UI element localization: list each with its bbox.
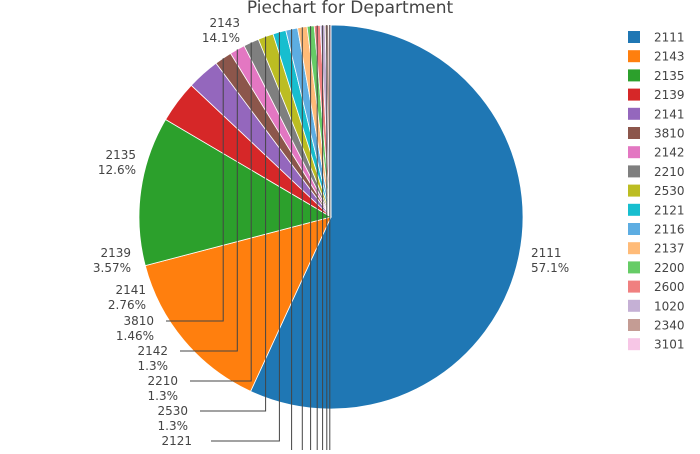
- legend-label-2210: 2210: [654, 165, 685, 179]
- leader-line-2142: [180, 49, 238, 352]
- legend-label-1020: 1020: [654, 299, 685, 313]
- legend-label-2121: 2121: [654, 203, 685, 217]
- leader-line-2530: [200, 36, 267, 412]
- legend-swatch-2143: [628, 50, 640, 63]
- legend-label-3810: 3810: [654, 127, 685, 141]
- legend-swatch-2530: [628, 184, 640, 197]
- legend-label-2141: 2141: [654, 107, 685, 121]
- pie-percent-2143: 14.1%: [202, 31, 240, 45]
- pie-percent-2111: 57.1%: [531, 261, 569, 275]
- legend-swatch-2142: [628, 146, 640, 159]
- pie-slice-2143: [144, 216, 332, 392]
- pie-label-3810: 3810: [123, 314, 154, 328]
- legend-label-2116: 2116: [654, 223, 685, 237]
- leader-line-2210: [190, 42, 252, 382]
- legend-label-2139: 2139: [654, 88, 685, 102]
- pie-percent-2530: 1.3%: [158, 419, 189, 433]
- legend-swatch-2121: [628, 203, 640, 216]
- pie-percent-3810: 1.46%: [116, 329, 154, 343]
- legend: 2111 2143 2135 2139 2141 3810 2142 2210 2530 2121…: [628, 31, 685, 352]
- pie-label-2142: 2142: [137, 344, 168, 358]
- legend-label-2137: 2137: [654, 242, 685, 256]
- legend-swatch-2111: [628, 31, 640, 43]
- leader-line-3810: [166, 58, 224, 322]
- pie-label-2111: 2111: [531, 246, 562, 260]
- legend-swatch-2600: [628, 280, 640, 293]
- pie-slice-2111: [250, 24, 524, 410]
- legend-label-2142: 2142: [654, 146, 685, 160]
- pie-slice-2135: [138, 118, 333, 267]
- pie-label-2121: 2121: [161, 434, 192, 448]
- legend-swatch-2135: [628, 69, 640, 82]
- legend-label-2530: 2530: [654, 184, 685, 198]
- legend-label-2200: 2200: [654, 261, 685, 275]
- pie-label-2135: 2135: [105, 148, 136, 162]
- pie-percent-2135: 12.6%: [98, 163, 136, 177]
- legend-swatch-2141: [628, 107, 640, 120]
- pie-percent-2141: 2.76%: [108, 298, 146, 312]
- legend-label-2600: 2600: [654, 280, 685, 294]
- legend-swatch-2210: [628, 165, 640, 178]
- legend-label-2135: 2135: [654, 69, 685, 83]
- pie-percent-2142: 1.3%: [138, 359, 169, 373]
- pie-label-2141: 2141: [115, 283, 146, 297]
- pie-percent-2210: 1.3%: [148, 389, 179, 403]
- legend-swatch-2200: [628, 261, 640, 274]
- pie-label-2143: 2143: [209, 16, 240, 30]
- legend-label-2111: 2111: [654, 31, 685, 45]
- legend-swatch-3810: [628, 127, 640, 139]
- pie-percent-2139: 3.57%: [93, 261, 131, 275]
- slices-layer: [138, 24, 524, 410]
- legend-label-2143: 2143: [654, 50, 685, 64]
- legend-swatch-3101: [628, 338, 640, 351]
- chart-title: Piechart for Department: [247, 0, 454, 18]
- legend-swatch-2139: [628, 88, 640, 101]
- legend-swatch-2340: [628, 319, 640, 331]
- legend-label-2340: 2340: [654, 319, 685, 333]
- legend-swatch-1020: [628, 299, 640, 312]
- pie-label-2139: 2139: [100, 246, 131, 260]
- pie-label-2210: 2210: [147, 374, 178, 388]
- leader-line-2121: [211, 32, 280, 442]
- legend-swatch-2116: [628, 223, 640, 235]
- pie-label-2530: 2530: [157, 404, 188, 418]
- legend-swatch-2137: [628, 242, 640, 255]
- legend-label-3101: 3101: [654, 338, 685, 352]
